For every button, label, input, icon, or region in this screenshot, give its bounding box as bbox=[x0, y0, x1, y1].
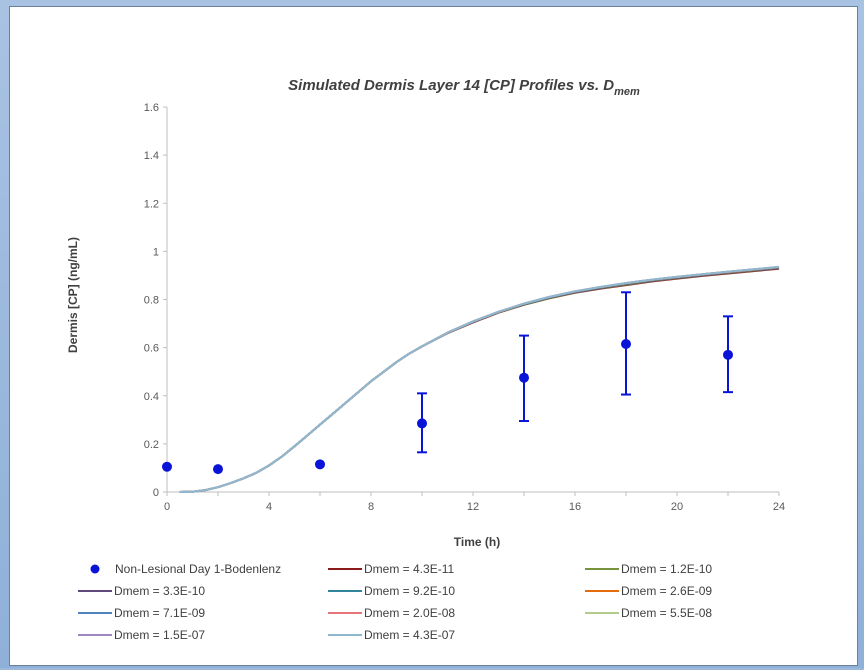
x-tick-label: 0 bbox=[164, 501, 170, 513]
y-tick-label: 1.2 bbox=[144, 198, 159, 210]
legend-label: Dmem = 2.0E-08 bbox=[364, 606, 455, 620]
chart-title-main: Simulated Dermis Layer 14 [CP] Profiles … bbox=[288, 77, 614, 94]
observed-point-4 bbox=[417, 418, 427, 429]
y-tick-label: 0.2 bbox=[144, 439, 159, 451]
series-line-2 bbox=[179, 267, 780, 493]
series-line-6 bbox=[179, 266, 780, 493]
y-tick-label: 1 bbox=[153, 246, 159, 258]
x-tick-label: 24 bbox=[773, 501, 785, 513]
x-tick-label: 12 bbox=[467, 501, 479, 513]
plot-area: 0 0.2 0.4 0.6 0.8 1 1.2 1.4 1.6 0 4 8 12 16 20 24 bbox=[144, 102, 785, 513]
y-axis-title: Dermis [CP] (ng/mL) bbox=[66, 237, 80, 353]
chart-title-subscript: mem bbox=[614, 86, 640, 98]
observed-point-2 bbox=[213, 464, 223, 475]
legend-label: Dmem = 3.3E-10 bbox=[114, 584, 205, 598]
y-tick-label: 0.6 bbox=[144, 343, 159, 355]
y-tick-label: 0.4 bbox=[144, 391, 159, 403]
legend-label: Dmem = 5.5E-08 bbox=[621, 606, 712, 620]
legend: Non-Lesional Day 1-Bodenlenz Dmem = 4.3E-… bbox=[78, 562, 712, 642]
y-tick-label: 0 bbox=[153, 487, 159, 499]
observed-point-6 bbox=[621, 339, 631, 350]
legend-marker-observed bbox=[90, 564, 100, 574]
legend-label: Dmem = 4.3E-07 bbox=[364, 628, 455, 642]
legend-label: Dmem = 7.1E-09 bbox=[114, 606, 205, 620]
chart-title: Simulated Dermis Layer 14 [CP] Profiles … bbox=[288, 77, 640, 98]
legend-label: Dmem = 2.6E-09 bbox=[621, 584, 712, 598]
legend-label: Dmem = 1.2E-10 bbox=[621, 562, 712, 576]
legend-label: Dmem = 9.2E-10 bbox=[364, 584, 455, 598]
series-line-7 bbox=[179, 266, 780, 493]
legend-label: Dmem = 4.3E-11 bbox=[364, 562, 454, 576]
x-tick-label: 16 bbox=[569, 501, 581, 513]
observed-point-7 bbox=[723, 349, 733, 360]
x-axis-title: Time (h) bbox=[454, 535, 500, 549]
x-tick-label: 8 bbox=[368, 501, 374, 513]
series-line-10 bbox=[179, 265, 780, 493]
observed-point-1 bbox=[162, 461, 172, 472]
y-tick-label: 1.6 bbox=[144, 102, 159, 114]
chart-svg: Simulated Dermis Layer 14 [CP] Profiles … bbox=[66, 77, 785, 642]
y-tick-label: 0.8 bbox=[144, 295, 159, 307]
series-line-1 bbox=[179, 267, 780, 493]
x-tick-label: 4 bbox=[266, 501, 272, 513]
series-line-8 bbox=[179, 266, 780, 493]
series-line-5 bbox=[179, 266, 780, 493]
observed-point-5 bbox=[519, 372, 529, 383]
observed-point-3 bbox=[315, 459, 325, 470]
series-line-9 bbox=[179, 266, 780, 493]
y-tick-label: 1.4 bbox=[144, 150, 159, 162]
chart-area: Simulated Dermis Layer 14 [CP] Profiles … bbox=[9, 6, 858, 666]
series-line-3 bbox=[179, 267, 780, 493]
legend-label: Dmem = 1.5E-07 bbox=[114, 628, 205, 642]
series-line-4 bbox=[179, 266, 780, 493]
x-tick-label: 20 bbox=[671, 501, 683, 513]
legend-label: Non-Lesional Day 1-Bodenlenz bbox=[115, 562, 281, 576]
